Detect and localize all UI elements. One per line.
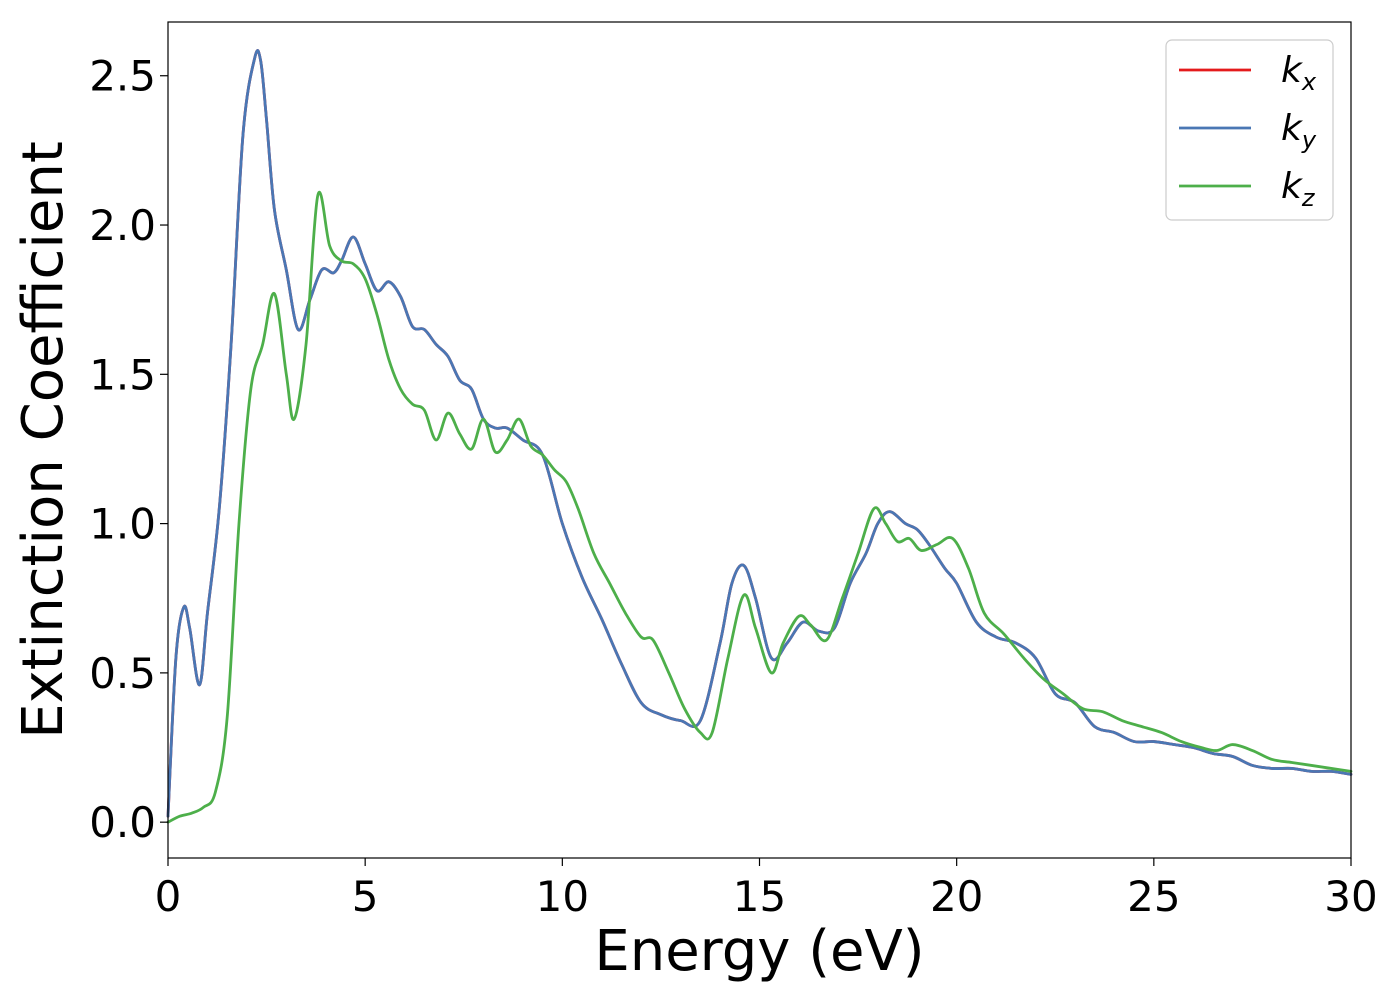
y-tick-label: 2.5	[89, 52, 156, 101]
y-tick-label: 0.5	[89, 649, 156, 698]
x-tick-label: 10	[536, 872, 589, 921]
y-tick-label: 2.0	[89, 201, 156, 250]
y-axis: 0.0 0.5 1.0 1.5 2.0 2.5	[89, 52, 168, 847]
series-line-kz	[166, 190, 1353, 824]
x-axis-label: Energy (eV)	[594, 919, 924, 984]
x-tick-label: 0	[155, 872, 182, 921]
y-axis-label: Extinction Coefficient	[11, 141, 76, 739]
x-axis: 0 5 10 15 20 25 30	[155, 858, 1378, 921]
x-tick-label: 5	[352, 872, 379, 921]
plot-area	[168, 22, 1351, 858]
y-tick-label: 0.0	[89, 798, 156, 847]
x-tick-label: 25	[1127, 872, 1180, 921]
y-tick-label: 1.0	[89, 500, 156, 549]
x-tick-label: 15	[733, 872, 786, 921]
x-tick-label: 30	[1324, 872, 1377, 921]
legend-box	[1165, 39, 1334, 221]
x-tick-label: 20	[930, 872, 983, 921]
y-tick-label: 1.5	[89, 350, 156, 399]
series-lines	[166, 49, 1353, 824]
